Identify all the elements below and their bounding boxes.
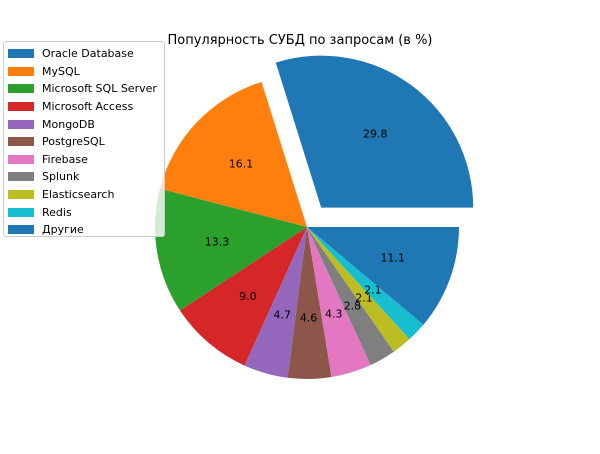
pie-value-label: 2.1	[355, 292, 373, 305]
legend-item: Microsoft Access	[8, 98, 160, 116]
chart-title: Популярность СУБД по запросам (в %)	[167, 33, 433, 48]
pie-slice-oracle-database	[275, 55, 474, 208]
pie-value-label: 16.1	[229, 158, 254, 171]
legend-swatch	[8, 172, 34, 182]
legend-label: Другие	[42, 223, 84, 237]
pie-slice-mongodb	[244, 227, 307, 378]
pie-value-label: 2.1	[364, 284, 382, 297]
pie-slice-другие	[307, 227, 459, 325]
legend-label: MySQL	[42, 64, 80, 78]
legend-label: Redis	[42, 205, 72, 219]
pie-slice-redis	[307, 227, 424, 340]
legend-item: PostgreSQL	[8, 133, 160, 151]
pie-value-label: 13.3	[205, 235, 230, 248]
legend-label: Microsoft Access	[42, 100, 134, 114]
pie-slice-mysql	[159, 81, 307, 227]
legend-label: MongoDB	[42, 117, 95, 131]
legend-swatch	[8, 190, 34, 200]
pie-value-label: 4.7	[273, 308, 291, 321]
pie-value-label: 9.0	[239, 290, 257, 303]
legend-label: Firebase	[42, 152, 88, 166]
legend-item: Splunk	[8, 168, 160, 186]
legend-swatch	[8, 49, 34, 59]
legend-swatch	[8, 119, 34, 129]
legend-swatch	[8, 154, 34, 164]
legend-item: Другие	[8, 221, 160, 239]
legend-item: MongoDB	[8, 115, 160, 133]
legend-item: Oracle Database	[8, 45, 160, 63]
pie-value-label: 29.8	[363, 128, 388, 141]
legend-label: Microsoft SQL Server	[42, 82, 157, 96]
pie-value-label: 11.1	[380, 252, 405, 265]
legend-swatch	[8, 207, 34, 217]
legend-swatch	[8, 102, 34, 112]
legend-swatch	[8, 137, 34, 147]
legend-item: Elasticsearch	[8, 186, 160, 204]
pie-slice-firebase	[307, 227, 371, 378]
pie-slice-elasticsearch	[307, 227, 410, 352]
legend-item: Redis	[8, 203, 160, 221]
pie-slice-microsoft-sql-server	[154, 188, 307, 311]
legend-label: Splunk	[42, 170, 80, 184]
legend-item: Firebase	[8, 151, 160, 169]
legend-item: Microsoft SQL Server	[8, 80, 160, 98]
pie-value-label: 4.3	[325, 308, 343, 321]
legend-swatch	[8, 66, 34, 76]
legend-item: MySQL	[8, 63, 160, 81]
pie-slice-splunk	[307, 227, 394, 366]
pie-slice-microsoft-access	[180, 227, 307, 366]
pie-value-label: 4.6	[300, 312, 318, 325]
legend-label: Oracle Database	[42, 47, 134, 61]
pie-value-label: 2.8	[344, 300, 362, 313]
legend-label: Elasticsearch	[42, 188, 115, 202]
legend-swatch	[8, 84, 34, 94]
chart-legend: Oracle Database MySQL Microsoft SQL Server…	[3, 41, 165, 237]
pie-slice-postgresql	[287, 227, 332, 379]
legend-label: PostgreSQL	[42, 135, 105, 149]
legend-swatch	[8, 225, 34, 235]
